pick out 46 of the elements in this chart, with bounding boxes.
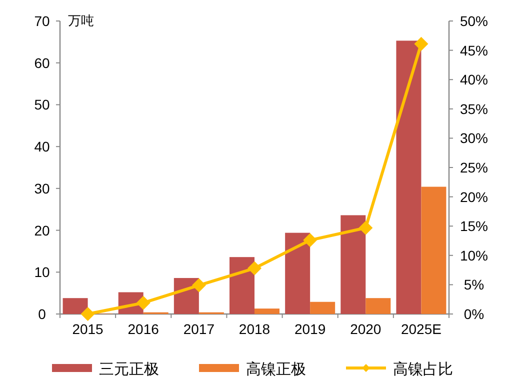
y-tick-label: 10	[34, 264, 50, 280]
y-tick-label: 70	[34, 13, 50, 29]
point	[248, 261, 262, 276]
y-axis-title: 万吨	[68, 13, 94, 28]
y2-tick-label: 10%	[460, 247, 488, 264]
y2-tick-label: 35%	[460, 100, 488, 117]
legend-label: 高镍正极	[246, 361, 306, 378]
y2-tick-label: 15%	[460, 218, 488, 234]
y2-tick-label: 20%	[460, 188, 488, 205]
bar	[230, 257, 254, 314]
y2-tick-label: 40%	[460, 72, 488, 88]
legend-label: 高镍占比	[393, 361, 453, 378]
y2-tick-label: 50%	[460, 13, 488, 29]
y2-tick-label: 45%	[460, 42, 488, 58]
point	[80, 307, 95, 321]
y-tick-label: 40	[34, 138, 50, 155]
x-tick-label: 2017	[183, 321, 215, 337]
bar	[366, 298, 391, 314]
bar	[62, 298, 88, 314]
bar	[310, 302, 336, 314]
y-tick-label: 30	[34, 180, 50, 196]
legend-label: 三元正极	[99, 361, 159, 378]
bar	[421, 186, 446, 314]
point	[358, 220, 373, 235]
bar	[254, 308, 280, 314]
x-tick-label: 2020	[350, 321, 382, 337]
y-tick-label: 0	[38, 306, 46, 322]
bar	[396, 40, 422, 314]
x-tick-label: 2016	[128, 321, 160, 337]
y2-tick-label: 5%	[464, 276, 484, 293]
point	[303, 233, 318, 248]
point	[414, 36, 428, 51]
y-tick-label: 50	[34, 96, 50, 113]
point	[192, 278, 206, 292]
y2-tick-label: 0%	[464, 306, 484, 322]
x-tick-label: 2025E	[400, 321, 442, 337]
bar	[285, 232, 310, 314]
bar	[340, 215, 366, 314]
y-tick-label: 20	[34, 222, 50, 238]
point	[136, 296, 150, 310]
x-tick-label: 2015	[72, 321, 104, 337]
y2-tick-label: 30%	[460, 130, 488, 146]
y2-tick-label: 25%	[460, 160, 488, 176]
x-tick-label: 2019	[294, 321, 326, 337]
x-tick-label: 2018	[238, 321, 270, 337]
y-tick-label: 60	[34, 54, 50, 71]
